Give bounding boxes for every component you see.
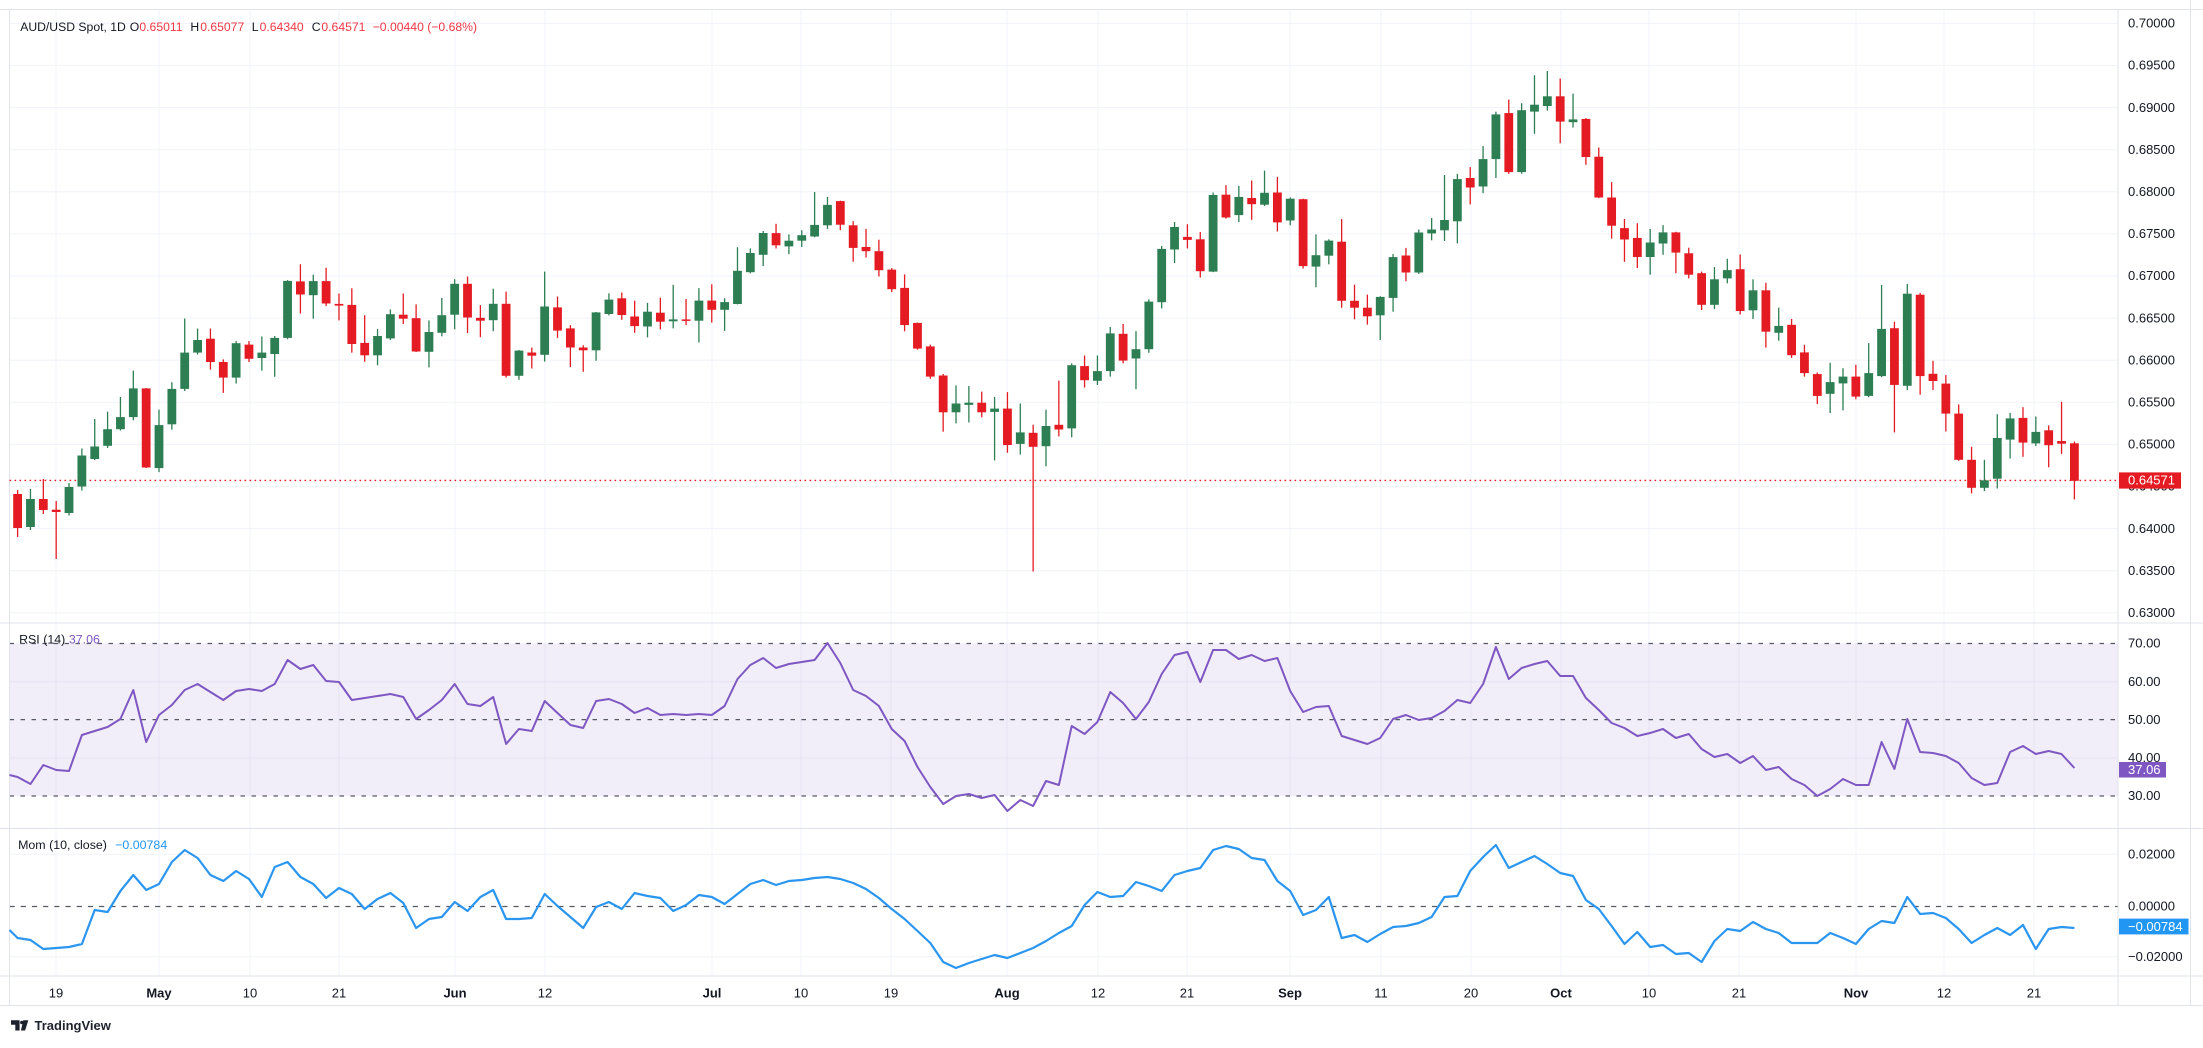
svg-text:0.67500: 0.67500 xyxy=(2128,226,2175,241)
svg-text:21: 21 xyxy=(2027,986,2041,1001)
svg-text:20: 20 xyxy=(1464,986,1478,1001)
svg-text:May: May xyxy=(146,986,172,1001)
svg-text:10: 10 xyxy=(794,986,808,1001)
svg-text:21: 21 xyxy=(332,986,346,1001)
svg-text:AUD/USD Spot, 1D: AUD/USD Spot, 1D xyxy=(20,20,126,34)
svg-text:L: L xyxy=(252,20,259,34)
svg-text:0.70000: 0.70000 xyxy=(2128,16,2175,31)
svg-text:Sep: Sep xyxy=(1278,986,1302,1001)
svg-text:11: 11 xyxy=(1374,986,1388,1001)
svg-text:19: 19 xyxy=(884,986,898,1001)
svg-text:12: 12 xyxy=(538,986,552,1001)
svg-text:H: H xyxy=(190,20,199,34)
svg-text:30.00: 30.00 xyxy=(2128,788,2161,803)
svg-text:0.63000: 0.63000 xyxy=(2128,605,2175,620)
svg-text:Mom (10, close): Mom (10, close) xyxy=(18,838,107,852)
svg-text:0.66000: 0.66000 xyxy=(2128,352,2175,367)
svg-text:0.64340: 0.64340 xyxy=(260,20,304,34)
svg-text:TradingView: TradingView xyxy=(35,1018,112,1033)
svg-text:21: 21 xyxy=(1732,986,1746,1001)
svg-text:Jun: Jun xyxy=(443,986,466,1001)
svg-text:−0.00784: −0.00784 xyxy=(2128,919,2183,934)
svg-text:0.65500: 0.65500 xyxy=(2128,395,2175,410)
svg-text:0.69000: 0.69000 xyxy=(2128,100,2175,115)
svg-text:0.65077: 0.65077 xyxy=(200,20,244,34)
svg-text:0.67000: 0.67000 xyxy=(2128,268,2175,283)
svg-text:40.00: 40.00 xyxy=(2128,750,2161,765)
svg-text:O: O xyxy=(130,20,139,34)
svg-text:Nov: Nov xyxy=(1844,986,1869,1001)
svg-text:0.66500: 0.66500 xyxy=(2128,310,2175,325)
svg-text:−0.00440 (−0.68%): −0.00440 (−0.68%) xyxy=(373,20,477,34)
svg-text:−0.02000: −0.02000 xyxy=(2128,949,2183,964)
svg-text:60.00: 60.00 xyxy=(2128,674,2161,689)
svg-text:−0.00784: −0.00784 xyxy=(115,838,167,852)
svg-text:0.68500: 0.68500 xyxy=(2128,142,2175,157)
svg-text:0.64571: 0.64571 xyxy=(2128,473,2175,488)
svg-text:12: 12 xyxy=(1937,986,1951,1001)
svg-text:Jul: Jul xyxy=(703,986,722,1001)
svg-text:37.06: 37.06 xyxy=(69,632,100,646)
svg-text:Aug: Aug xyxy=(994,986,1019,1001)
svg-text:RSI (14): RSI (14) xyxy=(19,632,65,646)
svg-text:70.00: 70.00 xyxy=(2128,636,2161,651)
svg-text:Oct: Oct xyxy=(1550,986,1572,1001)
svg-text:0.65000: 0.65000 xyxy=(2128,437,2175,452)
svg-text:19: 19 xyxy=(49,986,63,1001)
svg-text:0.64571: 0.64571 xyxy=(321,20,365,34)
svg-text:21: 21 xyxy=(1180,986,1194,1001)
svg-text:12: 12 xyxy=(1091,986,1105,1001)
svg-text:50.00: 50.00 xyxy=(2128,712,2161,727)
svg-text:10: 10 xyxy=(1642,986,1656,1001)
svg-text:37.06: 37.06 xyxy=(2128,762,2161,777)
svg-text:0.00000: 0.00000 xyxy=(2128,899,2175,914)
svg-text:10: 10 xyxy=(243,986,257,1001)
svg-text:C: C xyxy=(312,20,321,34)
svg-text:0.64000: 0.64000 xyxy=(2128,521,2175,536)
svg-text:0.02000: 0.02000 xyxy=(2128,846,2175,861)
svg-text:0.63500: 0.63500 xyxy=(2128,563,2175,578)
svg-text:0.69500: 0.69500 xyxy=(2128,58,2175,73)
svg-text:0.65011: 0.65011 xyxy=(139,20,182,34)
svg-text:0.68000: 0.68000 xyxy=(2128,184,2175,199)
